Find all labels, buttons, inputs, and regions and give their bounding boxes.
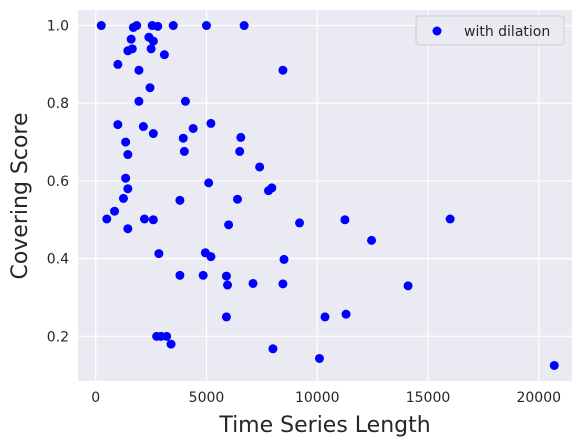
plot-area bbox=[78, 10, 572, 381]
data-point bbox=[188, 123, 198, 133]
data-point bbox=[268, 344, 278, 354]
data-point bbox=[127, 44, 137, 54]
x-tick-label: 5000 bbox=[189, 390, 225, 406]
legend-label: with dilation bbox=[464, 24, 550, 40]
x-tick-labels: 0 5000 10000 15000 20000 bbox=[91, 390, 561, 406]
data-point bbox=[278, 65, 288, 75]
data-points bbox=[96, 21, 559, 370]
data-point bbox=[235, 146, 245, 156]
data-point bbox=[278, 279, 288, 289]
data-point bbox=[145, 83, 155, 93]
data-point bbox=[403, 281, 413, 291]
data-point bbox=[221, 312, 231, 322]
x-tick-label: 15000 bbox=[406, 390, 451, 406]
data-point bbox=[178, 133, 188, 143]
data-point bbox=[168, 21, 178, 31]
data-point bbox=[279, 254, 289, 264]
legend-marker bbox=[432, 26, 442, 36]
data-point bbox=[206, 252, 216, 262]
y-tick-label: 1.0 bbox=[47, 19, 69, 35]
data-point bbox=[118, 193, 128, 203]
data-point bbox=[123, 224, 133, 234]
data-point bbox=[123, 184, 133, 194]
data-point bbox=[148, 129, 158, 139]
data-point bbox=[113, 120, 123, 130]
data-point bbox=[110, 206, 120, 216]
data-point bbox=[121, 173, 131, 183]
data-point bbox=[102, 214, 112, 224]
data-point bbox=[239, 21, 249, 31]
data-point bbox=[153, 21, 163, 31]
data-point bbox=[295, 218, 305, 228]
data-point bbox=[175, 270, 185, 280]
data-point bbox=[159, 50, 169, 60]
data-point bbox=[320, 312, 330, 322]
legend-box bbox=[415, 15, 565, 46]
y-tick-labels: 0.2 0.4 0.6 0.8 1.0 bbox=[47, 19, 69, 346]
data-point bbox=[148, 36, 158, 46]
data-point bbox=[221, 271, 231, 281]
data-point bbox=[134, 65, 144, 75]
data-point bbox=[341, 309, 351, 319]
data-point bbox=[134, 96, 144, 106]
y-axis-label: Covering Score bbox=[8, 112, 33, 279]
data-point bbox=[255, 162, 265, 172]
data-point bbox=[96, 21, 106, 31]
legend: with dilation bbox=[415, 15, 565, 46]
data-point bbox=[179, 146, 189, 156]
data-point bbox=[132, 21, 142, 31]
data-point bbox=[549, 360, 559, 370]
data-point bbox=[123, 150, 133, 160]
x-tick-label: 10000 bbox=[295, 390, 340, 406]
data-point bbox=[232, 194, 242, 204]
data-point bbox=[206, 118, 216, 128]
data-point bbox=[166, 339, 176, 349]
data-point bbox=[139, 214, 149, 224]
data-point bbox=[121, 137, 131, 147]
y-tick-label: 0.6 bbox=[47, 174, 69, 190]
data-point bbox=[201, 21, 211, 31]
x-tick-label: 20000 bbox=[516, 390, 561, 406]
data-point bbox=[248, 278, 258, 288]
data-point bbox=[162, 331, 172, 341]
y-tick-label: 0.2 bbox=[47, 329, 69, 345]
data-point bbox=[148, 215, 158, 225]
data-point bbox=[223, 280, 233, 290]
data-point bbox=[138, 122, 148, 132]
data-point bbox=[180, 96, 190, 106]
data-point bbox=[146, 44, 156, 54]
data-point bbox=[154, 249, 164, 259]
y-tick-label: 0.8 bbox=[47, 96, 69, 112]
y-tick-label: 0.4 bbox=[47, 252, 69, 268]
data-point bbox=[445, 214, 455, 224]
data-point bbox=[204, 178, 214, 188]
data-point bbox=[367, 235, 377, 245]
x-tick-label: 0 bbox=[91, 390, 100, 406]
data-point bbox=[113, 59, 123, 69]
data-point bbox=[224, 220, 234, 230]
x-axis-label: Time Series Length bbox=[218, 413, 430, 438]
data-point bbox=[267, 183, 277, 193]
data-point bbox=[236, 132, 246, 142]
data-point bbox=[126, 34, 136, 44]
data-point bbox=[198, 270, 208, 280]
data-point bbox=[314, 353, 324, 363]
data-point bbox=[175, 195, 185, 205]
data-point bbox=[340, 215, 350, 225]
